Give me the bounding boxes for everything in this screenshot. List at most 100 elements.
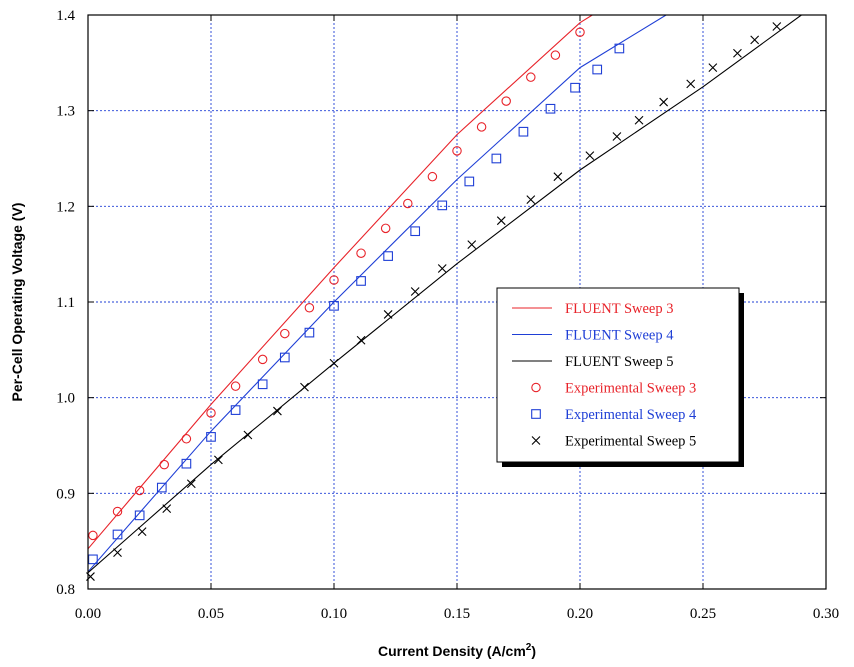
series-line [88,15,802,574]
legend-entry: FLUENT Sweep 3 [512,301,673,317]
series-5 [88,43,625,565]
data-point [112,506,123,517]
data-point [243,430,253,440]
data-point [356,335,366,345]
data-point [88,554,98,565]
y-tick-label: 1.3 [56,104,75,120]
data-point [112,529,123,540]
series-line [88,15,593,550]
data-point [159,459,170,470]
data-point [137,527,147,536]
y-tick-label: 0.9 [56,486,75,502]
data-point [526,72,536,82]
x-tick-label: 0.15 [444,606,470,622]
data-point [545,103,556,114]
legend-box [496,287,740,463]
legend-label: FLUENT Sweep 3 [565,301,673,317]
data-point [464,176,475,187]
data-point [280,328,290,339]
legend-entry: FLUENT Sweep 5 [512,354,673,370]
data-point [181,458,192,469]
data-point [733,48,742,58]
y-tick-label: 1.0 [56,391,75,407]
data-point [437,200,448,211]
series-4 [88,27,585,541]
data-point [467,240,477,249]
data-point [476,122,487,132]
data-point [186,479,196,489]
data-point [304,302,315,313]
data-point [206,408,216,418]
data-point [257,379,268,390]
data-point [213,455,223,465]
data-point [585,151,595,161]
data-point [300,382,309,392]
x-tick-label: 0.10 [321,606,347,622]
data-point [134,510,145,521]
x-tick-label: 0.05 [198,606,224,622]
legend-marker-swatch [531,436,541,445]
data-point [659,97,669,107]
data-point [491,153,502,164]
data-point [380,223,391,234]
data-point [708,63,718,73]
data-point [273,406,282,416]
legend-entry: Experimental Sweep 4 [531,407,697,423]
series-layer [86,15,802,581]
x-axis-title: Current Density (A/cm2) [378,642,536,659]
data-point [356,276,366,286]
legend-label: FLUENT Sweep 4 [565,328,674,344]
data-point [750,35,760,45]
x-axis-title-superscript: 2 [526,642,532,653]
legend-marker-swatch [531,409,541,419]
data-point [329,275,339,285]
data-point [383,310,393,319]
series-1 [88,15,593,550]
data-point [279,352,290,363]
data-point [614,43,625,54]
legend-label: Experimental Sweep 4 [565,407,697,423]
data-point [356,248,366,258]
data-point [592,64,603,75]
data-point [410,287,420,296]
y-tick-label: 1.1 [56,295,75,311]
legend-marker-swatch [531,382,541,393]
data-point [162,504,172,514]
legend-entries: FLUENT Sweep 3 FLUENT Sweep 4 FLUENT Sweep… [512,301,697,450]
data-point [437,264,447,273]
data-point [518,126,529,137]
legend: FLUENT Sweep 3 FLUENT Sweep 4 FLUENT Sweep… [496,287,744,467]
data-point [553,172,563,182]
data-point [156,482,167,493]
data-point [257,354,268,365]
data-point [452,146,462,156]
data-point [575,27,585,37]
legend-entry: Experimental Sweep 5 [531,434,696,450]
y-tick-label: 1.2 [56,199,75,215]
data-point [550,50,561,60]
data-point [410,226,421,237]
series-2 [88,15,667,573]
series-6 [86,22,782,581]
data-point [570,82,580,93]
data-point [230,381,241,391]
data-point [383,251,393,261]
legend-label: FLUENT Sweep 5 [565,354,673,370]
y-axis-title: Per-Cell Operating Voltage (V) [9,203,25,402]
data-point [612,132,622,141]
data-point [496,216,506,226]
grid-lines [88,15,826,589]
data-point [526,195,536,205]
data-point [304,327,315,338]
data-point [230,405,241,415]
data-point [403,198,413,209]
legend-label: Experimental Sweep 5 [565,434,696,450]
legend-label: Experimental Sweep 3 [565,381,696,397]
legend-entry: Experimental Sweep 3 [531,381,696,397]
data-point [772,22,782,31]
x-tick-label: 0.30 [813,606,839,622]
data-point [329,358,339,368]
data-point [686,79,696,89]
data-point [206,432,216,442]
